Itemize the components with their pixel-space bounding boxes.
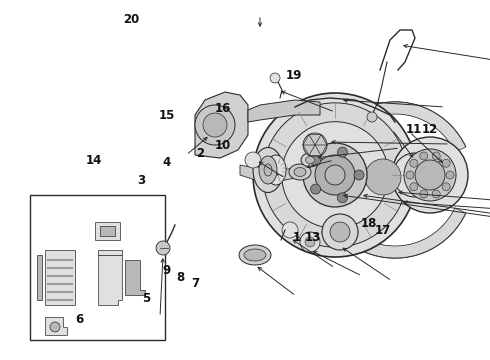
Circle shape	[446, 171, 454, 179]
Polygon shape	[352, 145, 415, 212]
Circle shape	[311, 184, 320, 194]
Ellipse shape	[239, 245, 271, 265]
Ellipse shape	[305, 157, 315, 163]
Text: 16: 16	[215, 102, 231, 114]
Polygon shape	[98, 255, 122, 305]
Polygon shape	[37, 255, 42, 300]
Wedge shape	[317, 102, 466, 258]
Circle shape	[354, 170, 364, 180]
Circle shape	[195, 105, 235, 145]
Circle shape	[393, 153, 437, 197]
Circle shape	[282, 222, 298, 238]
Polygon shape	[95, 222, 120, 240]
Text: 10: 10	[215, 139, 231, 152]
Text: 1: 1	[293, 231, 300, 244]
Circle shape	[50, 322, 60, 332]
Circle shape	[365, 159, 401, 195]
Circle shape	[338, 193, 347, 203]
Circle shape	[420, 190, 428, 198]
Circle shape	[442, 159, 450, 167]
Circle shape	[325, 165, 345, 185]
Circle shape	[253, 93, 417, 257]
Circle shape	[263, 103, 407, 247]
Circle shape	[338, 147, 347, 157]
Circle shape	[392, 137, 468, 213]
Circle shape	[311, 156, 320, 166]
Ellipse shape	[289, 164, 311, 180]
Circle shape	[303, 143, 367, 207]
Circle shape	[410, 183, 418, 191]
Circle shape	[300, 232, 320, 252]
Text: 7: 7	[191, 277, 199, 290]
Circle shape	[203, 113, 227, 137]
Ellipse shape	[259, 156, 277, 184]
Polygon shape	[195, 92, 248, 158]
Circle shape	[367, 112, 377, 122]
Circle shape	[305, 237, 315, 247]
Text: 8: 8	[176, 271, 184, 284]
Text: 15: 15	[158, 109, 175, 122]
Text: 14: 14	[86, 154, 102, 167]
Circle shape	[245, 152, 261, 168]
Ellipse shape	[301, 153, 319, 167]
Ellipse shape	[244, 249, 266, 261]
Circle shape	[322, 214, 358, 250]
Text: 5: 5	[142, 292, 150, 305]
Text: 12: 12	[422, 123, 439, 136]
Circle shape	[156, 241, 170, 255]
Text: 13: 13	[304, 231, 321, 244]
Text: 9: 9	[163, 264, 171, 277]
Polygon shape	[240, 165, 295, 182]
Polygon shape	[100, 226, 115, 236]
Circle shape	[432, 190, 440, 198]
Text: 4: 4	[163, 156, 171, 169]
Circle shape	[420, 152, 428, 160]
Circle shape	[410, 159, 418, 167]
Text: 6: 6	[75, 313, 83, 326]
Polygon shape	[125, 260, 145, 295]
Circle shape	[415, 160, 445, 190]
Circle shape	[404, 149, 456, 201]
Text: 11: 11	[406, 123, 422, 136]
Circle shape	[330, 222, 350, 242]
Polygon shape	[45, 317, 67, 335]
Circle shape	[315, 155, 355, 195]
Circle shape	[303, 133, 327, 157]
Text: 2: 2	[196, 147, 204, 159]
Bar	[30, 195, 165, 340]
Ellipse shape	[264, 164, 272, 176]
Polygon shape	[248, 100, 320, 122]
Text: 18: 18	[360, 217, 377, 230]
Ellipse shape	[294, 167, 306, 176]
Circle shape	[270, 73, 280, 83]
Polygon shape	[98, 250, 122, 255]
Ellipse shape	[266, 155, 286, 185]
Circle shape	[282, 122, 388, 228]
Polygon shape	[45, 250, 75, 305]
Ellipse shape	[322, 225, 358, 239]
Text: 20: 20	[123, 13, 140, 26]
Text: 19: 19	[286, 69, 302, 82]
Text: 17: 17	[375, 224, 392, 237]
Circle shape	[442, 183, 450, 191]
Circle shape	[406, 171, 414, 179]
Circle shape	[432, 152, 440, 160]
Text: 3: 3	[137, 174, 145, 187]
Ellipse shape	[253, 148, 283, 193]
